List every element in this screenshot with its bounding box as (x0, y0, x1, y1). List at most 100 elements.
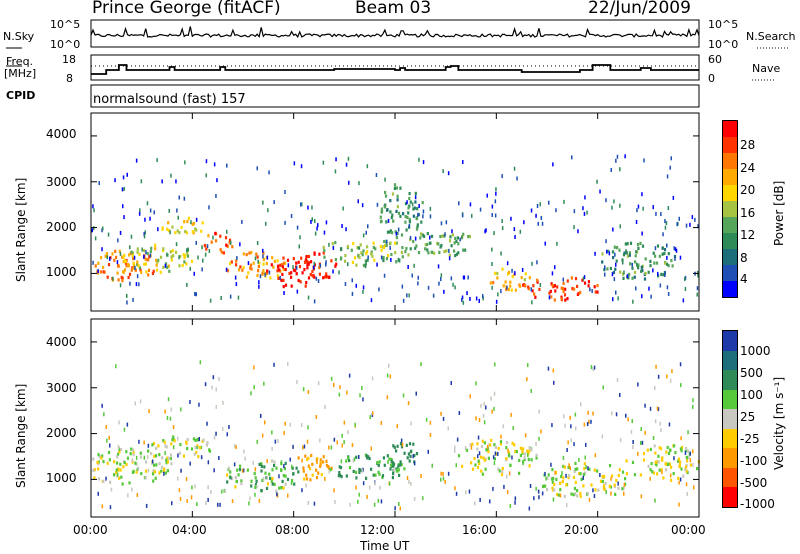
range-cell (637, 263, 640, 267)
range-cell (414, 246, 417, 250)
scatter-cell (205, 159, 208, 164)
range-cell (576, 467, 579, 471)
range-cell (629, 241, 633, 245)
range-cell (260, 489, 263, 493)
scatter-cell (527, 453, 529, 458)
range-cell (499, 442, 503, 446)
range-cell (647, 464, 650, 468)
scatter-cell (177, 436, 179, 441)
scatter-cell (213, 435, 216, 440)
range-cell (117, 452, 120, 456)
range-cell (125, 463, 128, 467)
scatter-cell (478, 298, 480, 303)
scatter-cell (131, 487, 133, 492)
velocity-tick-marks (90, 319, 700, 517)
scatter-cell (566, 503, 568, 508)
range-cell (240, 481, 243, 486)
range-cell (185, 231, 188, 235)
scatter-cell (662, 232, 664, 237)
range-cell (143, 262, 146, 266)
scatter-cell (427, 449, 429, 454)
scatter-cell (283, 291, 285, 295)
scatter-cell (538, 495, 540, 500)
range-cell (685, 456, 688, 460)
range-cell (654, 460, 657, 464)
scatter-cell (138, 211, 141, 216)
range-cell (372, 241, 375, 245)
scatter-cell (593, 365, 596, 370)
scatter-cell (293, 161, 296, 166)
scatter-cell (146, 201, 149, 206)
range-cell (286, 258, 290, 262)
range-cell (384, 244, 387, 248)
power-ytick: 1000 (46, 265, 77, 279)
scatter-cell (207, 497, 209, 502)
scatter-cell (489, 499, 491, 504)
range-cell (483, 441, 486, 445)
range-cell (481, 439, 484, 443)
scatter-cell (475, 416, 477, 421)
range-cell (139, 451, 142, 455)
range-cell (121, 255, 124, 259)
range-cell (567, 476, 570, 480)
range-cell (483, 458, 486, 462)
scatter-cell (207, 485, 209, 490)
scatter-cell (422, 160, 425, 165)
scatter-cell (440, 471, 442, 476)
scatter-cell (477, 435, 480, 440)
range-cell (365, 476, 368, 480)
range-cell (187, 216, 190, 220)
scatter-cell (575, 426, 577, 431)
range-cell (396, 469, 399, 473)
range-cell (379, 220, 383, 224)
range-cell (282, 486, 285, 490)
range-cell (679, 447, 682, 451)
range-cell (197, 455, 200, 459)
range-cell (377, 470, 380, 474)
range-cell (322, 460, 325, 464)
scatter-cell (536, 204, 539, 208)
scatter-cell (485, 228, 487, 233)
range-cell (239, 464, 242, 468)
scatter-cell (680, 436, 682, 441)
range-cell (509, 280, 512, 284)
scatter-cell (475, 296, 478, 301)
range-cell (389, 210, 392, 214)
range-cell (279, 263, 282, 267)
range-cell (390, 459, 393, 464)
range-cell (307, 254, 311, 259)
range-cell (388, 230, 391, 234)
range-cell (596, 284, 599, 288)
scatter-cell (166, 416, 169, 420)
range-cell (147, 258, 150, 262)
scatter-cell (604, 265, 606, 270)
scatter-cell (451, 229, 453, 234)
range-cell (100, 256, 103, 260)
scatter-cell (514, 496, 517, 501)
range-cell (174, 250, 178, 254)
scatter-cell (516, 176, 518, 181)
scatter-cell (412, 454, 414, 459)
range-cell (457, 454, 461, 458)
range-cell (195, 450, 198, 454)
scatter-cell (679, 362, 682, 367)
scatter-cell (262, 254, 264, 259)
scatter-cell (522, 461, 524, 466)
range-cell (573, 469, 576, 474)
scatter-cell (283, 464, 285, 469)
scatter-cell (134, 266, 136, 270)
range-cell (219, 234, 222, 238)
velocity-data-layer (92, 360, 700, 511)
x-tick: 00:00 (73, 523, 108, 537)
range-cell (235, 259, 238, 263)
range-cell (246, 468, 249, 472)
scatter-cell (669, 378, 672, 383)
range-cell (514, 449, 517, 454)
scatter-cell (379, 485, 381, 490)
range-cell (331, 242, 334, 246)
range-cell (235, 480, 238, 484)
range-cell (154, 243, 157, 247)
range-cell (305, 477, 309, 481)
scatter-cell (133, 255, 136, 260)
scatter-cell (215, 404, 217, 409)
